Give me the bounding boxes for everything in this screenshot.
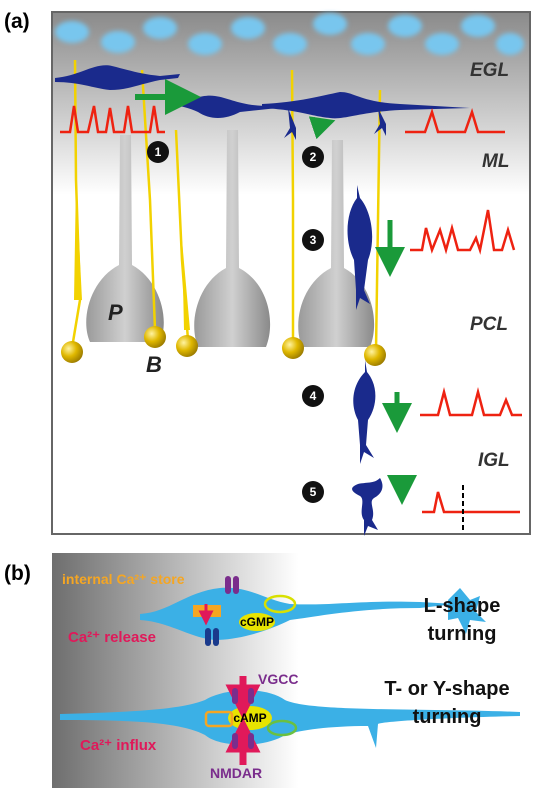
turning-label: turning bbox=[413, 706, 482, 728]
granule-precursor bbox=[461, 15, 495, 37]
bergmann-fiber bbox=[61, 341, 83, 363]
granule-precursor bbox=[188, 33, 222, 55]
panel-label: (a) bbox=[4, 10, 30, 33]
bergmann-fiber bbox=[282, 337, 304, 359]
bergmann-fiber bbox=[176, 335, 198, 357]
layer-label: IGL bbox=[478, 450, 510, 471]
granule-precursor bbox=[425, 33, 459, 55]
step-number: 3 bbox=[310, 233, 317, 247]
bergmann-fiber bbox=[144, 326, 166, 348]
messenger-label: cAMP bbox=[233, 711, 266, 725]
organelle bbox=[213, 628, 219, 646]
granule-precursor bbox=[101, 31, 135, 53]
step-number: 2 bbox=[310, 150, 317, 164]
cell-label: B bbox=[146, 352, 162, 377]
bergmann-fiber bbox=[364, 344, 386, 366]
store-label: internal Ca²⁺ store bbox=[62, 571, 185, 587]
step-number: 1 bbox=[155, 145, 162, 159]
influx-label: Ca²⁺ influx bbox=[80, 737, 157, 754]
layer-label: EGL bbox=[470, 60, 509, 81]
channel-label: VGCC bbox=[258, 671, 298, 687]
granule-precursor bbox=[351, 33, 385, 55]
step-number: 4 bbox=[310, 389, 317, 403]
granule-precursor bbox=[231, 17, 265, 39]
bergmann-fiber bbox=[292, 70, 293, 345]
turning-label: turning bbox=[428, 623, 497, 645]
release-label: Ca²⁺ release bbox=[68, 629, 156, 646]
organelle bbox=[205, 628, 211, 646]
granule-precursor bbox=[143, 17, 177, 39]
organelle bbox=[225, 576, 231, 594]
organelle bbox=[248, 733, 254, 749]
cell-label: P bbox=[108, 300, 123, 325]
step-number: 5 bbox=[310, 485, 317, 499]
layer-label: ML bbox=[482, 151, 509, 172]
granule-precursor bbox=[273, 33, 307, 55]
turning-label: L-shape bbox=[424, 595, 501, 617]
granule-precursor bbox=[388, 15, 422, 37]
turning-label: T- or Y-shape bbox=[384, 678, 509, 700]
organelle bbox=[232, 733, 238, 749]
channel-label: NMDAR bbox=[210, 765, 262, 781]
layer-label: PCL bbox=[470, 314, 508, 335]
granule-precursor bbox=[55, 21, 89, 43]
messenger-label: cGMP bbox=[240, 615, 274, 629]
granule-precursor bbox=[313, 13, 347, 35]
figure: (a) bbox=[0, 0, 549, 792]
organelle bbox=[233, 576, 239, 594]
granule-precursor bbox=[496, 33, 524, 55]
panel-label: (b) bbox=[4, 562, 31, 585]
organelle bbox=[248, 688, 254, 704]
organelle bbox=[232, 688, 238, 704]
